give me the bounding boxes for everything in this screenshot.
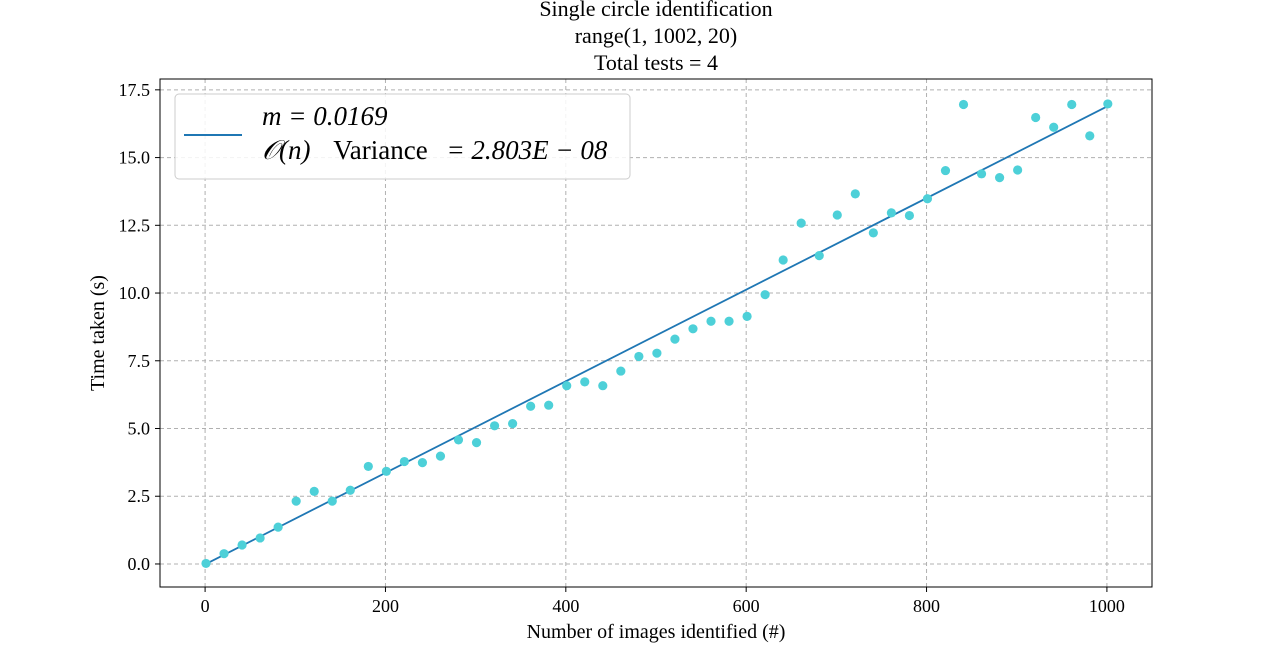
data-point bbox=[670, 334, 680, 344]
y-tick-label: 15.0 bbox=[119, 148, 151, 168]
x-tick-label: 600 bbox=[733, 596, 760, 616]
data-point bbox=[1085, 131, 1095, 141]
data-point bbox=[652, 348, 662, 358]
data-point bbox=[309, 486, 319, 496]
chart-title-line-3: Total tests = 4 bbox=[594, 50, 718, 75]
data-point bbox=[1031, 112, 1041, 123]
data-point bbox=[976, 169, 987, 179]
data-point bbox=[850, 189, 860, 199]
data-point bbox=[832, 210, 842, 220]
y-tick-label: 17.5 bbox=[119, 80, 151, 100]
data-point bbox=[886, 208, 896, 218]
scatter-points-layer bbox=[201, 99, 1113, 569]
data-point bbox=[814, 251, 824, 261]
data-point bbox=[363, 461, 373, 472]
legend-variance-word: Variance bbox=[333, 135, 427, 165]
data-point bbox=[489, 421, 500, 431]
x-tick-label: 0 bbox=[201, 596, 210, 616]
legend-box bbox=[174, 93, 631, 180]
y-axis-label: Time taken (s) bbox=[87, 275, 109, 391]
data-point bbox=[904, 210, 915, 221]
y-tick-label: 12.5 bbox=[119, 215, 151, 235]
legend-complexity: 𝒪(n) bbox=[262, 135, 311, 165]
y-tick-label: 7.5 bbox=[128, 351, 151, 371]
data-point bbox=[778, 255, 788, 265]
data-point bbox=[435, 451, 446, 461]
data-point bbox=[526, 401, 536, 411]
data-point bbox=[471, 437, 482, 448]
legend-entry-slope: m = 0.0169 bbox=[262, 101, 388, 131]
data-point bbox=[580, 377, 590, 387]
x-tick-label: 1000 bbox=[1089, 596, 1125, 616]
data-point bbox=[1049, 122, 1059, 132]
data-point bbox=[273, 522, 283, 532]
legend: m = 0.0169 𝒪(n) Variance = 2.803E − 08 bbox=[174, 93, 631, 180]
data-point bbox=[760, 290, 770, 300]
x-tick-label: 800 bbox=[913, 596, 940, 616]
data-point bbox=[1013, 165, 1023, 175]
x-tick-label: 400 bbox=[552, 596, 579, 616]
data-point bbox=[1103, 99, 1113, 109]
data-point bbox=[634, 351, 644, 362]
data-point bbox=[327, 496, 337, 506]
data-point bbox=[706, 316, 716, 326]
data-point bbox=[381, 466, 391, 476]
data-point bbox=[237, 540, 247, 550]
data-point bbox=[562, 381, 572, 391]
y-tick-label: 0.0 bbox=[128, 554, 151, 574]
plot-frame bbox=[159, 78, 1153, 588]
x-axis-label: Number of images identified (#) bbox=[527, 621, 786, 643]
ticks-layer: 0 200 400 600 800 1000 0.0 2.5 5.0 7.5 10.0 12.5 15.… bbox=[119, 80, 1125, 616]
data-point bbox=[616, 366, 626, 376]
y-tick-label: 10.0 bbox=[119, 283, 151, 303]
chart-title-line-2: range(1, 1002, 20) bbox=[575, 23, 738, 48]
data-point bbox=[958, 99, 969, 110]
x-tick-label: 200 bbox=[372, 596, 399, 616]
data-point bbox=[742, 311, 752, 321]
data-point bbox=[291, 496, 301, 506]
data-point bbox=[417, 458, 428, 468]
data-point bbox=[994, 173, 1005, 183]
y-tick-label: 5.0 bbox=[128, 419, 151, 439]
data-point bbox=[796, 218, 806, 228]
fit-line bbox=[205, 105, 1109, 565]
legend-variance-value: = 2.803E − 08 bbox=[446, 135, 607, 165]
legend-entry-variance: 𝒪(n) Variance = 2.803E − 08 bbox=[262, 135, 608, 165]
data-point bbox=[688, 324, 698, 334]
data-point bbox=[724, 316, 734, 326]
data-point bbox=[922, 194, 933, 204]
fit-line-layer bbox=[205, 105, 1109, 565]
data-point bbox=[345, 485, 355, 495]
data-point bbox=[508, 419, 518, 429]
data-point bbox=[255, 533, 265, 543]
data-point bbox=[598, 381, 608, 391]
y-tick-label: 2.5 bbox=[128, 486, 151, 506]
data-point bbox=[219, 549, 229, 559]
data-point bbox=[399, 456, 409, 467]
data-point bbox=[544, 400, 554, 410]
data-point bbox=[868, 228, 878, 238]
data-point bbox=[940, 165, 951, 176]
chart-title-line-1: Single circle identification bbox=[539, 0, 772, 21]
data-point bbox=[201, 558, 211, 569]
data-point bbox=[453, 435, 464, 445]
data-point bbox=[1067, 99, 1077, 110]
